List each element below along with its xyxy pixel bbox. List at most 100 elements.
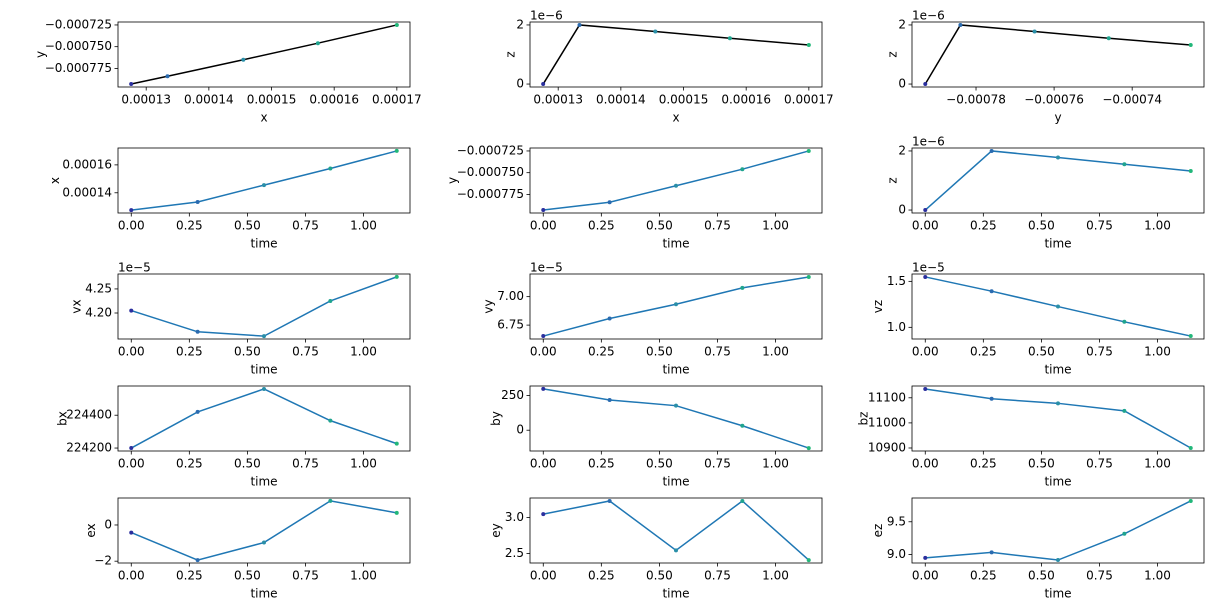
y-tick-label: 7.00 xyxy=(497,289,524,303)
x-tick-label: 0.50 xyxy=(1028,345,1055,359)
point xyxy=(1188,498,1193,503)
line xyxy=(130,388,397,449)
point xyxy=(541,386,546,391)
axes-frame xyxy=(529,385,823,452)
point xyxy=(806,274,811,279)
y-tick-label: 9.5 xyxy=(887,514,906,528)
y-tick-label: −0.000725 xyxy=(457,143,524,157)
x-tick-label: −0.00076 xyxy=(1024,93,1084,107)
point xyxy=(394,441,399,446)
axes-frame xyxy=(911,497,1205,564)
point xyxy=(195,199,200,204)
x-tick-label: 1.00 xyxy=(762,569,789,583)
offset-text: 1e−5 xyxy=(118,261,151,275)
x-tick-label: 0.25 xyxy=(970,457,997,471)
x-axis-label: time xyxy=(1044,237,1071,251)
offset-text: 1e−6 xyxy=(530,9,563,23)
point xyxy=(1122,162,1127,167)
y-tick-label: −0.000775 xyxy=(457,187,524,201)
x-tick-label: 0.25 xyxy=(588,219,615,233)
x-tick-label: 0.25 xyxy=(970,569,997,583)
point xyxy=(1122,408,1127,413)
x-tick-label: 0.75 xyxy=(1086,345,1113,359)
axes-frame xyxy=(117,497,411,564)
y-tick-label: 10900 xyxy=(868,440,906,454)
y-tick-label: 250 xyxy=(501,388,524,402)
y-tick-label: 2 xyxy=(898,143,906,157)
y-axis-label: ex xyxy=(84,523,98,537)
point xyxy=(727,36,732,41)
point xyxy=(1055,558,1060,563)
y-tick-label: −0.000750 xyxy=(457,165,524,179)
point xyxy=(607,200,612,205)
x-axis-label: time xyxy=(662,237,689,251)
x-tick-label: 0.75 xyxy=(292,569,319,583)
line xyxy=(924,150,1191,211)
y-axis-label: y xyxy=(446,177,460,184)
axes-frame xyxy=(911,273,1205,340)
y-axis-label: bx xyxy=(55,411,69,426)
point xyxy=(195,558,200,563)
point xyxy=(989,148,994,153)
x-tick-label: 1.00 xyxy=(350,345,377,359)
line xyxy=(925,500,1192,561)
y-tick-label: 0 xyxy=(104,517,112,531)
x-tick-label: 0.00013 xyxy=(533,93,583,107)
line xyxy=(131,24,398,85)
point xyxy=(989,396,994,401)
x-tick-label: 0.50 xyxy=(234,569,261,583)
line xyxy=(543,388,809,449)
point xyxy=(673,302,678,307)
x-tick-label: 0.50 xyxy=(646,457,673,471)
point xyxy=(261,334,266,339)
axes-frame xyxy=(117,21,411,88)
point xyxy=(1122,531,1127,536)
x-tick-label: 0.75 xyxy=(1086,457,1113,471)
x-axis-label: time xyxy=(1044,363,1071,377)
y-tick-label: −2 xyxy=(94,554,112,568)
x-tick-label: 0.75 xyxy=(704,219,731,233)
x-tick-label: 0.75 xyxy=(1086,569,1113,583)
point xyxy=(241,57,246,62)
x-tick-label: 0.00015 xyxy=(247,93,297,107)
axes-frame xyxy=(117,385,411,452)
point xyxy=(806,43,811,48)
x-tick-label: 1.00 xyxy=(1144,569,1171,583)
offset-text: 1e−6 xyxy=(912,9,945,23)
x-tick-label: 0.50 xyxy=(1028,219,1055,233)
point xyxy=(1122,319,1127,324)
point xyxy=(923,274,928,279)
axes-frame xyxy=(529,497,823,564)
x-tick-label: 0.75 xyxy=(704,457,731,471)
line xyxy=(131,276,397,337)
point xyxy=(806,148,811,153)
point xyxy=(1106,36,1111,41)
point xyxy=(129,530,134,535)
x-tick-label: 1.00 xyxy=(1144,457,1171,471)
point xyxy=(394,22,399,27)
x-tick-label: 0.00 xyxy=(118,569,145,583)
y-tick-label: 4.25 xyxy=(85,281,112,295)
x-tick-label: 0.00016 xyxy=(721,93,771,107)
axes-frame xyxy=(529,273,823,340)
y-axis-label: ez xyxy=(871,524,885,538)
point xyxy=(958,22,963,27)
x-tick-label: 0.00 xyxy=(118,219,145,233)
point xyxy=(129,208,134,213)
axes-frame xyxy=(529,21,823,88)
x-tick-label: 0.00013 xyxy=(121,93,171,107)
x-axis-label: x xyxy=(672,111,679,125)
x-tick-label: 0.25 xyxy=(176,457,203,471)
x-tick-label: 1.00 xyxy=(350,219,377,233)
x-tick-label: 0.00 xyxy=(118,345,145,359)
point xyxy=(165,74,170,79)
x-tick-label: 1.00 xyxy=(762,219,789,233)
axes-frame xyxy=(117,273,411,340)
point xyxy=(740,285,745,290)
x-tick-label: 0.50 xyxy=(646,345,673,359)
x-tick-label: 1.00 xyxy=(350,569,377,583)
point xyxy=(541,208,546,213)
x-axis-label: x xyxy=(260,111,267,125)
x-tick-label: 1.00 xyxy=(762,457,789,471)
